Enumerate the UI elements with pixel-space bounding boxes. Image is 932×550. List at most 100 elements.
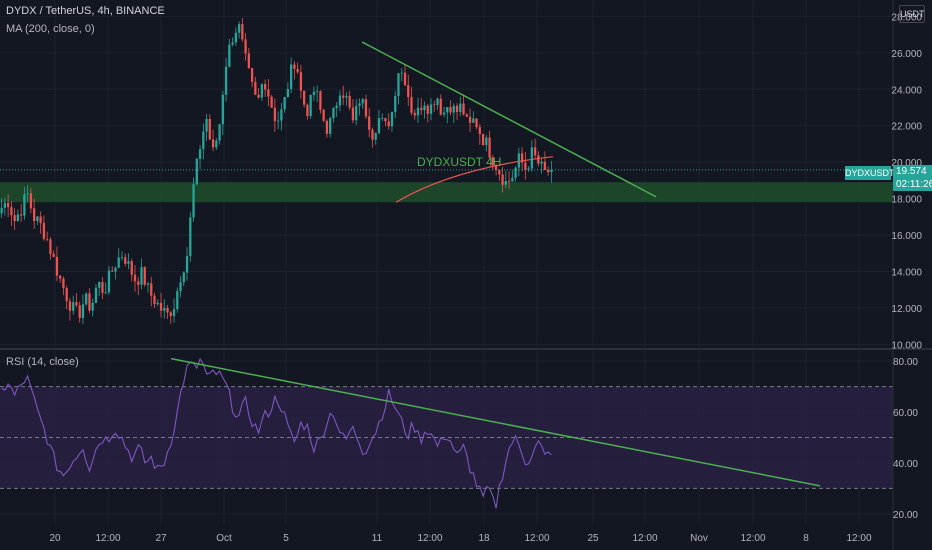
candle-body [182, 272, 185, 283]
candle-body [325, 120, 329, 134]
candle-body [117, 257, 120, 268]
candle-body [146, 283, 150, 285]
price-tick-label: 26.000 [891, 49, 922, 60]
candle-body [101, 282, 104, 294]
rsi-trendline[interactable] [170, 357, 821, 487]
rsi-tick-label: 20.00 [893, 510, 918, 521]
candle-body [42, 222, 46, 239]
candle-body [133, 274, 137, 282]
candle-body [289, 64, 293, 89]
candle-body [120, 257, 124, 259]
candle-body [6, 203, 10, 208]
candle-body [316, 91, 319, 93]
price-tick-label: 28.000 [891, 12, 922, 23]
candle-body [228, 44, 231, 67]
candle-body [312, 91, 316, 95]
candle-body [88, 293, 91, 311]
time-tick-label: 12:00 [95, 533, 120, 544]
candle-body [423, 105, 426, 111]
candle-body [94, 287, 98, 303]
candle-body [78, 305, 81, 318]
candle-body [23, 194, 26, 216]
symbol-legend[interactable]: DYDX / TetherUS, 4h, BINANCE [6, 5, 165, 17]
candle-body [143, 267, 146, 285]
candle-body [280, 109, 283, 121]
candle-body [150, 283, 153, 296]
candle-body [517, 153, 520, 168]
candle-body [397, 73, 400, 96]
candle-body [472, 118, 475, 123]
candle-body [504, 181, 507, 185]
candle-body [185, 256, 189, 273]
candle-body [468, 116, 472, 123]
candle-body [13, 215, 16, 222]
candle-body [478, 127, 481, 134]
price-tick-label: 20.000 [891, 158, 922, 169]
candle-body [221, 94, 224, 125]
candle-body [394, 95, 397, 112]
candle-body [260, 84, 264, 98]
candle-body [247, 53, 250, 68]
candle-body [465, 114, 468, 117]
candle-body [237, 24, 241, 33]
candle-body [244, 39, 247, 54]
candle-body [111, 270, 114, 272]
ma-legend[interactable]: MA (200, close, 0) [6, 23, 95, 35]
currency-badge[interactable]: USDT [899, 5, 925, 23]
candle-body [481, 133, 485, 146]
candle-body [59, 275, 62, 279]
candle-body [342, 95, 345, 98]
candle-body [250, 67, 254, 82]
candle-body [33, 208, 36, 221]
candle-body [442, 112, 446, 115]
price-tick-label: 14.000 [891, 267, 922, 278]
candle-body [475, 118, 478, 128]
candle-body [524, 162, 527, 170]
candle-body [159, 302, 163, 311]
candle-body [381, 117, 384, 119]
candle-body [234, 32, 237, 43]
time-tick-label: Nov [690, 533, 708, 544]
candle-body [498, 169, 501, 175]
candle-body [550, 169, 553, 173]
candle-body [507, 181, 511, 182]
rsi-legend[interactable]: RSI (14, close) [6, 356, 79, 368]
candle-body [309, 94, 312, 117]
candle-body [416, 107, 420, 116]
candle-body [75, 302, 78, 306]
price-tick-label: 12.000 [891, 304, 922, 315]
candle-body [377, 118, 381, 134]
time-tick-label: Oct [216, 533, 232, 544]
candle-body [49, 239, 52, 254]
candle-body [124, 257, 127, 264]
candle-body [374, 133, 377, 140]
bar-countdown: 02:11:26 [896, 179, 932, 190]
candle-body [364, 99, 368, 117]
time-tick-label: 5 [283, 533, 289, 544]
candle-body [351, 107, 355, 121]
candle-body [520, 153, 524, 163]
candle-body [494, 165, 498, 170]
candle-body [195, 158, 198, 185]
candle-body [46, 238, 49, 240]
candle-body [68, 301, 72, 311]
time-tick-label: 12:00 [846, 533, 871, 544]
price-tick-label: 18.000 [891, 195, 922, 206]
candle-body [85, 293, 88, 305]
price-trendline[interactable] [361, 41, 657, 198]
candle-body [283, 96, 286, 110]
candle-body [172, 309, 176, 317]
candle-body [20, 214, 23, 216]
candle-body [387, 121, 390, 127]
price-tick-label: 24.000 [891, 85, 922, 96]
time-axis-labels: 20 12:00 27 Oct 5 11 12:00 18 12:00 25 12:00 Nov 12:… [49, 533, 872, 544]
price-tick-label: 10.000 [891, 340, 922, 351]
time-tick-label: 12:00 [524, 533, 549, 544]
candle-body [224, 66, 228, 95]
time-tick-label: 8 [803, 533, 809, 544]
candle-body [452, 105, 455, 113]
candle-body [420, 107, 423, 111]
rsi-tick-label: 80.00 [893, 357, 918, 368]
candle-body [205, 118, 208, 132]
